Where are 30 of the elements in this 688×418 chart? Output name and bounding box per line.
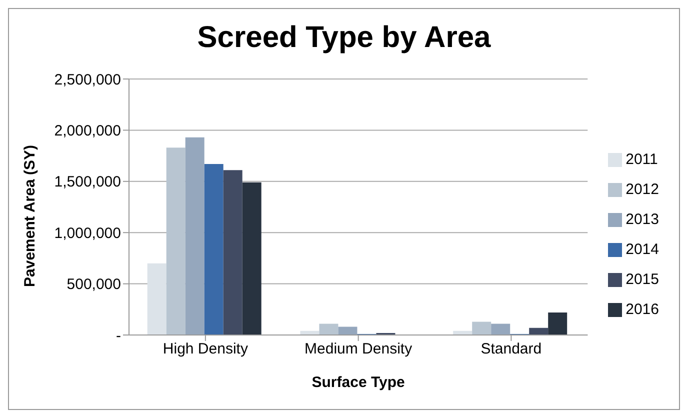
bar <box>338 326 358 335</box>
legend-label: 2016 <box>626 301 659 318</box>
y-tick-label: 2,000,000 <box>54 122 121 140</box>
bar <box>223 170 242 335</box>
y-tick-label: 2,500,000 <box>54 71 121 88</box>
x-tick-label: Medium Density <box>304 340 413 358</box>
y-tick-label: 1,500,000 <box>54 174 121 191</box>
x-tick-label: High Density <box>162 340 248 358</box>
y-axis-title: Pavement Area (SY) <box>21 144 38 287</box>
legend-label: 2011 <box>626 151 658 168</box>
x-axis-title: Surface Type <box>312 374 405 391</box>
bar <box>548 312 568 335</box>
y-tick-label: 500,000 <box>66 276 121 294</box>
legend-label: 2014 <box>626 241 659 258</box>
bar <box>242 182 262 335</box>
bar <box>472 322 492 335</box>
bar <box>185 137 204 335</box>
x-tick-label: Standard <box>480 340 542 358</box>
bar <box>204 164 224 335</box>
legend-label: 2015 <box>626 271 659 288</box>
bar <box>147 263 166 335</box>
bar <box>319 324 338 335</box>
y-tick-label: - <box>116 327 121 344</box>
chart-title: Screed Type by Area <box>196 20 492 56</box>
legend-label: 2013 <box>626 211 659 228</box>
legend-label: 2012 <box>626 181 659 198</box>
bar <box>166 148 186 335</box>
bar <box>529 328 548 335</box>
y-tick-label: 1,000,000 <box>54 224 121 242</box>
bar <box>491 324 510 335</box>
